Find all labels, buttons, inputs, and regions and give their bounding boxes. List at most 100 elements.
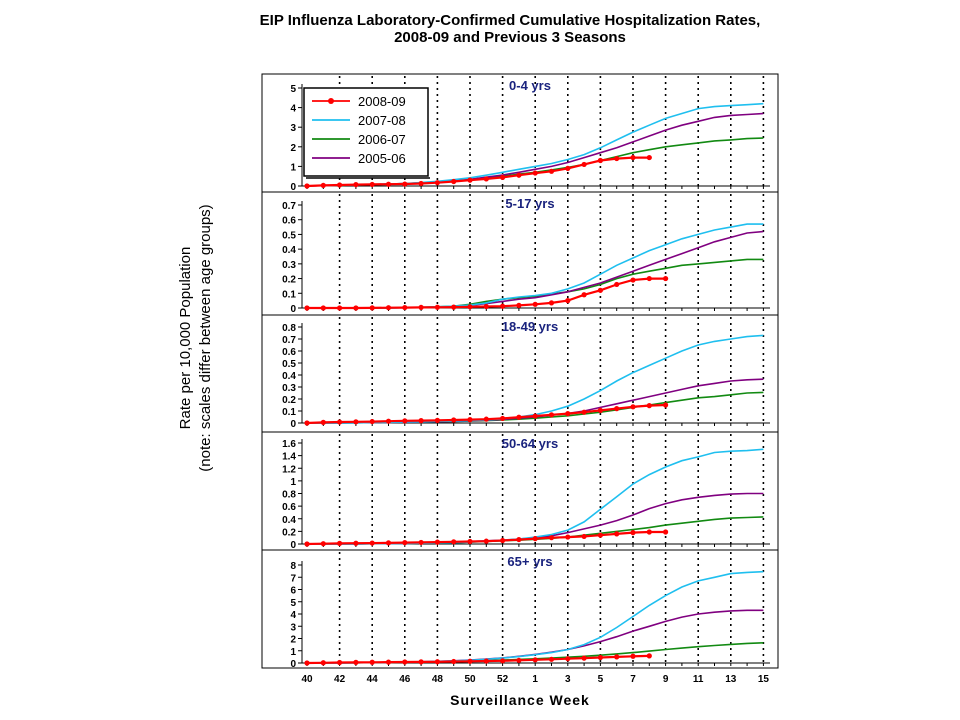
data-point bbox=[565, 656, 571, 662]
data-point bbox=[630, 154, 636, 161]
x-axis-label: Surveillance Week bbox=[450, 692, 590, 708]
data-point bbox=[385, 659, 392, 665]
data-point bbox=[304, 660, 310, 666]
data-point bbox=[434, 304, 440, 310]
data-point bbox=[402, 181, 408, 187]
data-point bbox=[369, 540, 375, 546]
y-tick-label: 4 bbox=[290, 610, 296, 621]
data-point bbox=[320, 419, 326, 425]
data-point bbox=[483, 538, 489, 544]
y-tick-label: 1.4 bbox=[282, 452, 296, 463]
data-point bbox=[532, 413, 538, 419]
data-point bbox=[500, 174, 506, 180]
data-point bbox=[369, 181, 375, 188]
data-point bbox=[451, 658, 457, 665]
data-point bbox=[467, 538, 473, 545]
data-point bbox=[320, 660, 326, 666]
data-point bbox=[451, 178, 457, 185]
panel-label: 18-49 yrs bbox=[502, 319, 558, 334]
data-point bbox=[565, 411, 571, 417]
y-tick-label: 4 bbox=[290, 104, 296, 115]
legend-item-2006-07: 2006-07 bbox=[312, 132, 406, 147]
y-tick-label: 0.8 bbox=[282, 490, 296, 501]
y-tick-label: 5 bbox=[290, 84, 296, 95]
data-point bbox=[369, 659, 375, 665]
panel-0: 0 1 2 3 4 5 0-4 yrs bbox=[261, 73, 779, 193]
data-point bbox=[320, 541, 326, 547]
data-point bbox=[614, 406, 620, 412]
data-point bbox=[597, 654, 604, 661]
data-point bbox=[516, 414, 522, 420]
y-tick-label: 0.4 bbox=[282, 515, 296, 526]
data-point bbox=[565, 298, 571, 304]
series-line-2007-08 bbox=[307, 448, 764, 545]
data-point bbox=[663, 529, 669, 535]
data-point bbox=[548, 300, 555, 306]
data-point bbox=[483, 658, 489, 664]
y-tick-label: 0.2 bbox=[282, 275, 296, 286]
chart-title: EIP Influenza Laboratory-Confirmed Cumul… bbox=[160, 12, 860, 46]
data-point bbox=[304, 183, 310, 189]
data-point bbox=[467, 304, 473, 310]
x-tick-label: 46 bbox=[399, 674, 411, 685]
legend-marker bbox=[328, 98, 334, 104]
legend-label: 2006-07 bbox=[358, 132, 406, 147]
series-line-2008-09 bbox=[306, 654, 650, 665]
data-point bbox=[451, 539, 457, 545]
x-tick-label: 1 bbox=[532, 674, 538, 685]
y-tick-label: 0.6 bbox=[282, 216, 296, 227]
y-tick-label: 1 bbox=[290, 477, 296, 488]
data-point bbox=[646, 154, 652, 161]
panel-label: 65+ yrs bbox=[507, 554, 552, 569]
y-tick-label: 0.6 bbox=[282, 502, 296, 513]
data-point bbox=[304, 305, 310, 311]
y-tick-label: 0.3 bbox=[282, 383, 296, 394]
data-point bbox=[385, 305, 392, 311]
data-point bbox=[581, 655, 587, 661]
data-point bbox=[467, 658, 473, 664]
data-point bbox=[434, 417, 440, 423]
data-point bbox=[500, 303, 506, 309]
data-point bbox=[548, 168, 555, 174]
data-point bbox=[630, 530, 636, 536]
x-tick-label: 9 bbox=[663, 674, 669, 685]
data-point bbox=[597, 287, 604, 293]
panel-2: 00.10.20.30.40.50.60.70.8 18-49 yrs bbox=[261, 314, 779, 433]
y-tick-label: 0.1 bbox=[282, 289, 296, 300]
y-tick-label: 1 bbox=[290, 162, 296, 173]
x-tick-label: 15 bbox=[758, 674, 770, 685]
data-point bbox=[646, 275, 652, 282]
y-tick-label: 0.7 bbox=[282, 335, 296, 346]
panel-label: 0-4 yrs bbox=[509, 78, 551, 93]
data-point bbox=[434, 180, 440, 186]
x-tick-label: 40 bbox=[301, 674, 313, 685]
data-point bbox=[483, 416, 489, 422]
y-tick-label: 7 bbox=[290, 573, 296, 584]
data-point bbox=[353, 305, 359, 311]
data-point bbox=[532, 170, 538, 176]
panel-label: 5-17 yrs bbox=[505, 196, 554, 211]
data-point bbox=[548, 535, 555, 541]
data-point bbox=[516, 536, 522, 543]
data-point bbox=[402, 540, 408, 546]
chart-title-line1: EIP Influenza Laboratory-Confirmed Cumul… bbox=[259, 12, 761, 29]
data-point bbox=[385, 181, 392, 187]
data-point bbox=[500, 537, 506, 544]
y-tick-label: 2 bbox=[290, 635, 296, 646]
y-tick-label: 0 bbox=[290, 659, 296, 670]
data-point bbox=[565, 534, 571, 540]
data-point bbox=[516, 657, 522, 663]
data-point bbox=[418, 180, 424, 187]
y-tick-label: 0 bbox=[290, 540, 296, 551]
y-tick-label: 6 bbox=[290, 586, 296, 597]
data-point bbox=[646, 653, 652, 659]
data-point bbox=[353, 540, 359, 546]
legend: 2008-09 2007-08 2006-07 2005-06 bbox=[303, 87, 430, 179]
data-point bbox=[402, 659, 408, 665]
data-point bbox=[304, 420, 310, 426]
data-point bbox=[646, 529, 652, 535]
data-point bbox=[402, 304, 408, 311]
panel-1: 0 0.1 0.2 0.3 0.4 0.5 0.6 0.7 5-17 yrs bbox=[261, 191, 779, 316]
x-tick-label: 11 bbox=[693, 674, 704, 685]
y-tick-label: 0.4 bbox=[282, 245, 296, 256]
